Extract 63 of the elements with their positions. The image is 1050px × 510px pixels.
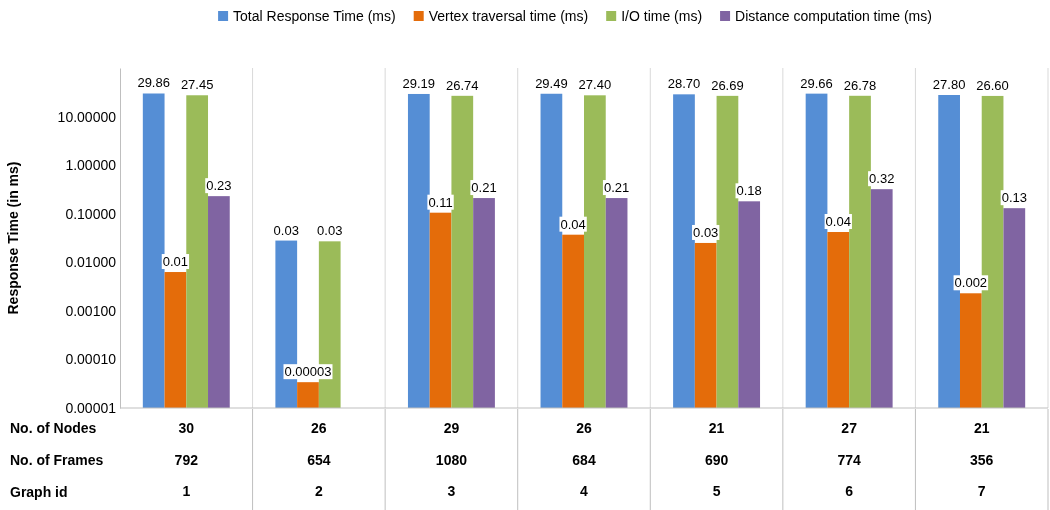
data-label: 29.19	[402, 75, 436, 91]
data-label: 0.03	[273, 222, 299, 238]
data-label: 0.04	[825, 214, 851, 230]
legend-label: I/O time (ms)	[621, 8, 703, 24]
legend-label: Total Response Time (ms)	[233, 8, 396, 24]
x-tick-label: 4	[580, 482, 589, 499]
x-tick-label: 5	[712, 482, 721, 499]
x-tick-label: 7	[977, 482, 986, 499]
text: 690	[704, 452, 729, 468]
data-label: 0.32	[869, 171, 895, 187]
data-label: 26.60	[976, 77, 1009, 93]
data-label: 0.01	[162, 254, 189, 270]
data-label: 27.40	[578, 77, 612, 93]
data-label: 0.21	[603, 180, 630, 196]
text: 792	[174, 452, 199, 468]
text: No. of Frames	[10, 452, 104, 468]
y-tick-label: 0.00010	[65, 351, 117, 368]
text: 1080	[435, 452, 468, 468]
text: 29	[443, 420, 460, 436]
data-label: 27.80	[932, 77, 966, 92]
text: 27	[841, 420, 858, 436]
y-tick-label: 0.01000	[65, 254, 117, 271]
x-tick-label: 1	[182, 482, 191, 499]
text: 356	[970, 452, 994, 468]
x-axis-title: Graph id	[10, 484, 68, 500]
x-tick-label: 6	[845, 482, 854, 499]
data-label: 0.23	[206, 178, 232, 194]
data-label: 0.002	[954, 275, 988, 291]
data-label: 26.69	[711, 77, 744, 93]
x-tick-label: 3	[447, 482, 456, 499]
text: 26	[576, 420, 592, 436]
data-label: 26.78	[843, 77, 877, 93]
data-label: 0.03	[317, 223, 343, 239]
y-axis-title: Response Time (in ms)	[5, 161, 21, 315]
data-label: 0.03	[693, 224, 719, 240]
y-tick-label: 1.00000	[65, 157, 117, 174]
text: 684	[572, 452, 596, 468]
data-label: 0.21	[471, 180, 497, 196]
legend-label: Vertex traversal time (ms)	[428, 8, 589, 24]
data-label: 27.45	[180, 77, 214, 93]
legend-label: Distance computation time (ms)	[735, 8, 932, 24]
data-label: 26.74	[446, 77, 479, 93]
text: 774	[837, 452, 862, 468]
y-tick-label: 0.00001	[65, 399, 117, 416]
text: 21	[973, 420, 990, 436]
text: 21	[708, 420, 725, 436]
text: 654	[307, 452, 331, 468]
text: 26	[311, 420, 327, 436]
text: No. of Nodes	[10, 420, 97, 436]
data-label: 0.18	[736, 183, 762, 199]
x-tick-label: 2	[314, 482, 323, 499]
data-label: 0.11	[428, 194, 453, 210]
data-label: 0.00003	[284, 364, 332, 380]
data-label: 29.86	[137, 75, 170, 91]
data-label: 0.04	[560, 216, 586, 232]
data-label: 0.13	[1001, 190, 1027, 206]
text: 30	[178, 420, 195, 436]
y-tick-label: 10.00000	[57, 108, 117, 125]
y-tick-label: 0.10000	[65, 205, 117, 222]
data-label: 28.70	[667, 76, 701, 92]
data-label: 29.49	[535, 75, 568, 91]
data-label: 29.66	[800, 75, 833, 91]
y-tick-label: 0.00100	[65, 302, 117, 319]
